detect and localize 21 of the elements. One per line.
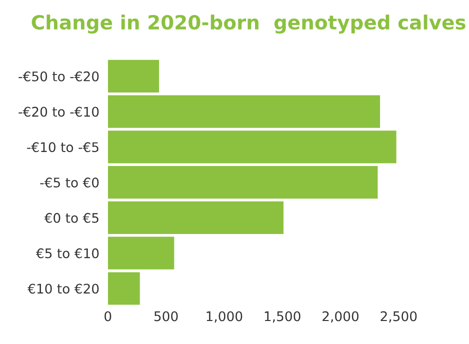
x-tick-label: 2,000 — [322, 311, 359, 323]
y-tick-label: €10 to €20 — [28, 284, 99, 294]
bar — [108, 130, 396, 164]
bar — [108, 60, 160, 92]
bar — [108, 236, 174, 270]
y-tick-label: -€5 to €0 — [40, 178, 99, 188]
bar — [108, 95, 380, 128]
x-tick-label: 0 — [104, 311, 112, 322]
x-tick-label: 2,500 — [380, 311, 417, 323]
chart-title: Change in 2020-born genotyped calves — [32, 14, 466, 34]
y-tick-label: -€10 to -€5 — [27, 142, 98, 152]
x-tick-label: 1,000 — [206, 311, 242, 323]
x-tick-label: 500 — [154, 311, 178, 322]
bar — [108, 166, 378, 199]
bar — [108, 201, 284, 234]
bar — [108, 272, 140, 305]
y-tick-label: -€20 to -€10 — [18, 106, 99, 117]
y-tick-label: -€50 to -€20 — [18, 71, 99, 82]
x-tick-label: 1,500 — [264, 311, 300, 323]
y-tick-label: €5 to €10 — [36, 248, 99, 258]
y-tick-label: €0 to €5 — [44, 212, 98, 223]
